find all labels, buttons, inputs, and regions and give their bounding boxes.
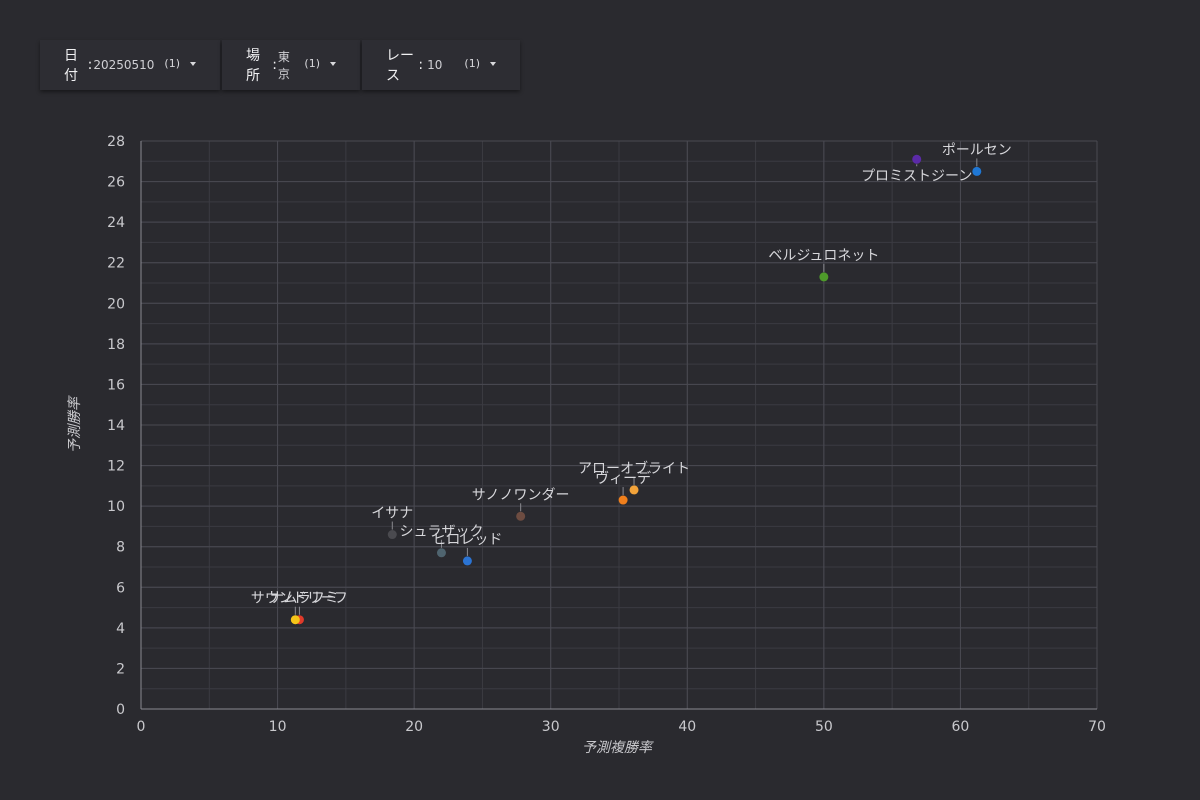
y-tick-label: 24 [107, 215, 125, 231]
y-tick-label: 6 [116, 580, 125, 596]
x-tick-label: 40 [678, 719, 696, 735]
data-point [819, 272, 829, 282]
y-tick-label: 12 [107, 459, 125, 475]
y-tick-label: 0 [116, 702, 125, 718]
race-filter-label: レース [386, 48, 414, 84]
date-filter-count: (1) [164, 56, 180, 70]
point-label: サノノワンダー [472, 487, 570, 503]
point-label: ナムラフミ [270, 591, 339, 607]
data-point [912, 154, 922, 164]
chevron-down-icon [490, 62, 496, 66]
y-tick-label: 16 [107, 377, 125, 393]
y-tick-label: 4 [116, 621, 125, 637]
data-point [436, 548, 446, 558]
date-filter[interactable]: 日付 : 20250510 (1) [40, 40, 220, 90]
race-filter-count: (1) [464, 56, 480, 70]
venue-filter-count: (1) [304, 56, 320, 70]
y-tick-label: 26 [107, 175, 125, 191]
y-tick-label: 2 [116, 661, 125, 677]
point-label: ポールセン [942, 142, 1012, 158]
point-label: イサナ [371, 506, 413, 522]
data-point [629, 485, 639, 495]
point-label: プロミストジーン [861, 168, 972, 184]
x-tick-label: 10 [269, 719, 287, 735]
venue-filter-label: 場所 [246, 48, 260, 84]
venue-filter[interactable]: 場所 : 東京 (1) [222, 40, 360, 90]
race-filter[interactable]: レース : 10 (1) [362, 40, 520, 90]
x-tick-label: 70 [1088, 719, 1106, 735]
x-tick-label: 50 [815, 719, 833, 735]
data-point [462, 556, 472, 566]
date-filter-label: 日付 [64, 48, 78, 84]
y-tick-label: 28 [107, 134, 125, 150]
point-label: ヒロレッド [432, 532, 502, 548]
point-label: サウンドリーフ [251, 591, 348, 607]
x-tick-label: 20 [405, 719, 423, 735]
date-filter-value: 20250510 [93, 58, 155, 72]
y-tick-label: 8 [116, 540, 125, 556]
race-filter-colon: : [418, 57, 424, 73]
x-tick-label: 30 [542, 719, 560, 735]
race-filter-value: 10 [427, 58, 443, 72]
y-tick-label: 10 [107, 499, 125, 515]
filter-bar: 日付 : 20250510 (1) 場所 : 東京 (1) レース : 10 (… [40, 40, 520, 90]
y-tick-label: 14 [107, 418, 125, 434]
point-label: アローオブライト [578, 460, 690, 477]
point-label: ベルジュロネット [768, 248, 879, 264]
point-label: シュラザック [399, 524, 483, 540]
data-point [387, 530, 397, 540]
data-point [290, 615, 300, 625]
chevron-down-icon [330, 62, 336, 66]
y-axis-title: 予測勝率 [67, 395, 83, 453]
chevron-down-icon [190, 62, 196, 66]
venue-filter-colon: : [272, 57, 277, 73]
y-tick-label: 22 [107, 256, 125, 272]
venue-filter-value: 東京 [277, 50, 290, 81]
data-point [972, 166, 982, 176]
y-tick-label: 20 [107, 296, 125, 312]
date-filter-colon: : [87, 57, 93, 73]
x-axis-title: 予測複勝率 [582, 740, 654, 756]
x-tick-label: 0 [137, 719, 146, 735]
y-tick-label: 18 [107, 337, 125, 353]
data-point [618, 495, 628, 505]
data-point [516, 511, 526, 521]
point-label: ヴィーデ [595, 470, 651, 487]
x-tick-label: 60 [952, 719, 970, 735]
